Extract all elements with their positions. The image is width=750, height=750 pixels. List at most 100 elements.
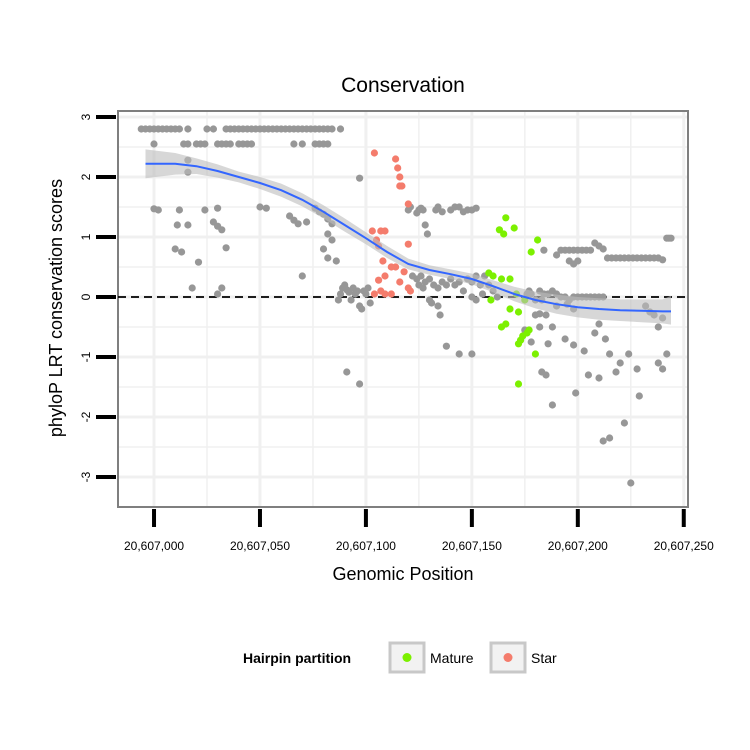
x-tick-label: 20,607,250 xyxy=(654,539,714,553)
other-point xyxy=(423,230,431,238)
other-point xyxy=(595,374,603,382)
other-point xyxy=(203,125,211,133)
other-point xyxy=(417,272,425,280)
y-axis: -3 -2 -1 0 1 2 3 xyxy=(79,113,116,482)
mature-point xyxy=(487,296,495,304)
other-point xyxy=(332,257,340,265)
other-point xyxy=(542,371,550,379)
other-point xyxy=(218,226,226,234)
other-point xyxy=(606,434,614,442)
y-axis-label: phyloP LRT conservation scores xyxy=(46,179,66,437)
star-point xyxy=(379,257,387,265)
other-point xyxy=(171,245,179,253)
other-point xyxy=(599,245,607,253)
other-point xyxy=(548,401,557,409)
other-point xyxy=(544,340,552,348)
mature-point xyxy=(489,272,497,280)
other-point xyxy=(184,140,192,148)
mature-point xyxy=(525,326,533,334)
other-point xyxy=(548,323,557,331)
other-point xyxy=(366,299,374,307)
star-point xyxy=(368,227,376,235)
other-point xyxy=(434,203,442,211)
chart-title: Conservation xyxy=(341,74,465,97)
other-point xyxy=(150,140,158,148)
other-point xyxy=(584,371,593,379)
other-point xyxy=(343,368,351,376)
other-point xyxy=(455,203,463,211)
other-point xyxy=(574,257,582,265)
star-point xyxy=(400,268,408,276)
y-tick-label: -3 xyxy=(79,471,93,482)
star-point xyxy=(394,164,402,172)
other-point xyxy=(620,419,629,427)
other-point xyxy=(303,218,311,226)
y-tick-label: 1 xyxy=(79,233,93,240)
other-point xyxy=(173,221,181,229)
other-point xyxy=(336,125,345,133)
other-point xyxy=(428,299,436,307)
mature-point xyxy=(531,350,540,358)
other-point xyxy=(580,347,588,355)
other-point xyxy=(154,206,162,214)
other-point xyxy=(472,296,480,304)
other-point xyxy=(553,251,561,259)
star-point xyxy=(370,290,378,298)
other-point xyxy=(665,234,673,242)
star-point xyxy=(396,278,404,286)
other-point xyxy=(419,206,427,214)
star-point xyxy=(396,173,404,181)
mature-point xyxy=(506,275,514,283)
x-axis: 20,607,000 20,607,050 20,607,100 20,607,150… xyxy=(124,509,714,553)
other-point xyxy=(194,258,203,266)
star-point xyxy=(406,287,414,295)
other-point xyxy=(601,335,610,343)
other-point xyxy=(214,290,222,298)
other-point xyxy=(298,140,306,148)
mature-point xyxy=(517,336,525,344)
other-point xyxy=(599,437,607,445)
mature-point xyxy=(510,224,518,232)
other-point xyxy=(438,208,446,216)
other-point xyxy=(188,284,196,292)
other-point xyxy=(324,140,332,148)
other-point xyxy=(247,140,256,148)
other-point xyxy=(175,125,183,133)
mature-point xyxy=(502,320,510,328)
mature-point xyxy=(514,308,523,316)
other-point xyxy=(298,272,306,280)
other-point xyxy=(421,221,429,229)
other-point xyxy=(654,323,662,331)
other-point xyxy=(324,254,332,262)
other-point xyxy=(527,338,535,346)
x-tick-label: 20,607,200 xyxy=(548,539,608,553)
other-point xyxy=(218,284,226,292)
y-tick-label: 2 xyxy=(79,173,93,180)
y-tick-label: 0 xyxy=(79,293,93,300)
other-point xyxy=(328,125,336,133)
star-point xyxy=(381,272,389,280)
other-point xyxy=(536,310,544,318)
other-point xyxy=(591,329,599,337)
other-point xyxy=(478,290,487,298)
x-axis-label: Genomic Position xyxy=(332,564,473,584)
legend-label-star: Star xyxy=(531,650,557,666)
other-point xyxy=(455,350,463,358)
other-point xyxy=(347,296,355,304)
other-point xyxy=(319,245,328,253)
other-point xyxy=(178,248,186,256)
other-point xyxy=(627,479,635,487)
other-point xyxy=(324,230,332,238)
other-point xyxy=(356,174,364,182)
star-point xyxy=(404,240,412,248)
y-tick-label: -2 xyxy=(79,411,93,422)
mature-point xyxy=(500,230,508,238)
other-point xyxy=(419,284,427,292)
star-point xyxy=(370,149,378,157)
other-point xyxy=(442,342,450,350)
other-point xyxy=(572,389,580,397)
other-point xyxy=(612,368,620,376)
other-point xyxy=(358,305,366,313)
mature-point xyxy=(497,275,506,283)
other-point xyxy=(256,203,264,211)
